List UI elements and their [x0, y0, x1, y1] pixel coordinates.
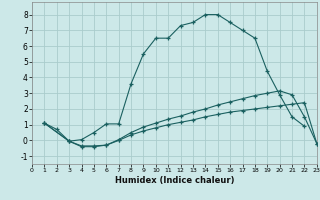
X-axis label: Humidex (Indice chaleur): Humidex (Indice chaleur): [115, 176, 234, 185]
